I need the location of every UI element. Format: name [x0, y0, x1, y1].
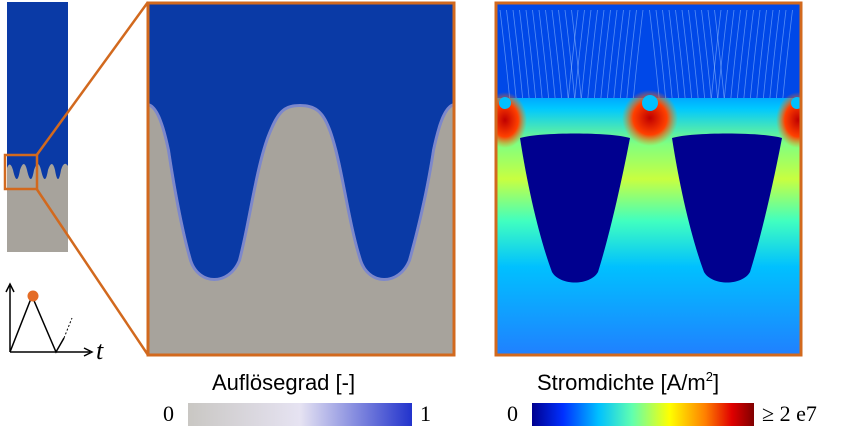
current-streak — [633, 9, 644, 99]
colorbar-left-title: Auflösegrad [-] — [212, 370, 356, 395]
current-streak — [620, 9, 631, 99]
current-streak — [711, 9, 722, 99]
current-streak — [568, 9, 579, 99]
current-streak — [626, 9, 637, 99]
current-streak — [756, 9, 767, 99]
colorbar-right-bar — [532, 403, 754, 426]
current-streak — [600, 9, 611, 99]
current-streak — [571, 9, 582, 99]
time-marker — [27, 290, 39, 302]
current-streak — [519, 9, 530, 99]
current-density-panel-frame — [494, 1, 803, 357]
current-streak — [649, 9, 660, 99]
overview-column — [7, 2, 68, 252]
current-streak — [499, 9, 510, 99]
dissolution-panel — [148, 3, 454, 355]
current-streak — [688, 9, 699, 99]
current-streak — [558, 9, 569, 99]
current-streak — [613, 9, 624, 99]
current-streak — [532, 9, 543, 99]
colorbar-right-max: ≥ 2 e7 — [762, 401, 817, 426]
current-streak — [776, 9, 787, 99]
colorbar-left-bar — [188, 403, 412, 426]
current-streak — [662, 9, 673, 99]
current-streak — [769, 9, 780, 99]
current-streak — [681, 9, 692, 99]
current-streak — [574, 9, 585, 99]
current-streak — [668, 9, 679, 99]
current-streak — [551, 9, 562, 99]
current-streak — [782, 9, 793, 99]
colorbar-right-title-sup: 2 — [705, 369, 713, 384]
current-density-panel — [496, 3, 801, 355]
current-streak — [506, 9, 517, 99]
current-streak — [750, 9, 761, 99]
current-streak — [763, 9, 774, 99]
colorbar-right-title-main: Stromdichte [A/m — [537, 370, 706, 395]
current-streak — [545, 9, 556, 99]
current-streak — [724, 9, 735, 99]
current-streak — [538, 9, 549, 99]
current-streak — [717, 9, 728, 99]
time-axis-label: t — [96, 336, 104, 365]
colorbar-left-min: 0 — [163, 401, 174, 426]
current-streak — [675, 9, 686, 99]
current-streak — [701, 9, 712, 99]
current-streak — [737, 9, 748, 99]
current-streak — [594, 9, 605, 99]
current-streak — [730, 9, 741, 99]
current-streak — [581, 9, 592, 99]
zoom-marker-box — [3, 153, 39, 191]
colorbar-right-title: Stromdichte [A/m2] — [537, 369, 720, 395]
current-streak — [512, 9, 523, 99]
colorbar-right-title-end: ] — [712, 370, 720, 395]
current-streak — [714, 9, 725, 99]
zoom-line-bottom — [34, 187, 150, 356]
dissolution-panel-frame — [146, 1, 456, 357]
current-streak — [564, 9, 575, 99]
zoom-line-top — [34, 1, 150, 157]
current-streak — [587, 9, 598, 99]
current-streak — [607, 9, 618, 99]
current-streak — [743, 9, 754, 99]
colorbar-left-max: 1 — [420, 401, 431, 426]
time-diagram — [5, 282, 94, 357]
current-streak — [694, 9, 705, 99]
current-streak — [655, 9, 666, 99]
current-streak — [707, 9, 718, 99]
current-streak — [525, 9, 536, 99]
colorbar-right-min: 0 — [507, 401, 518, 426]
